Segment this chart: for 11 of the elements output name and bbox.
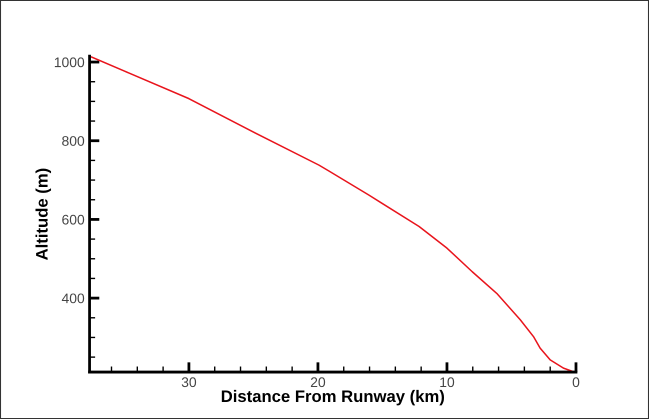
y-tick-label: 400 [62,293,84,304]
x-tick-label: 10 [440,377,454,388]
x-tick-label: 0 [572,377,580,388]
x-tick-label: 30 [182,377,196,388]
y-tick-label: 800 [62,136,84,146]
y-axis-title: Altitude (m) [35,168,52,260]
x-axis-title: Distance From Runway (km) [222,390,444,406]
x-tick-label: 20 [310,377,326,388]
line-series [90,56,574,372]
y-tick-label: 1000 [54,57,84,68]
y-tick-label: 600 [62,214,84,225]
